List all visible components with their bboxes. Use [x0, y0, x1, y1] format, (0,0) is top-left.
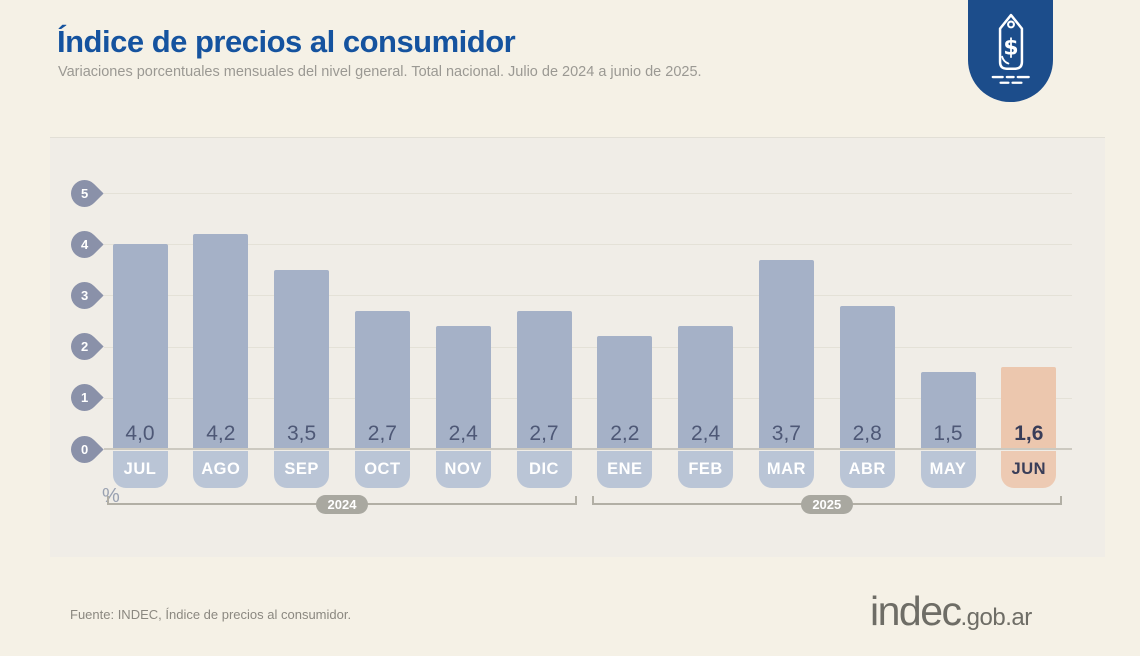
- year-bracket-tick: [1059, 496, 1062, 504]
- month-label: AGO: [201, 460, 241, 478]
- axis-tick-label: 5: [80, 185, 88, 201]
- month-label-may: MAY: [920, 451, 976, 488]
- month-label: ENE: [607, 460, 643, 478]
- logo-main: indec: [870, 588, 962, 634]
- axis-tick-0: 0: [64, 429, 104, 469]
- year-bracket-tick: [575, 496, 577, 504]
- bar-nov: 2,4: [435, 326, 491, 449]
- month-label-sep: SEP: [274, 451, 330, 488]
- price-tag-icon: $: [991, 13, 1030, 84]
- axis-tick-label: 1: [80, 390, 88, 406]
- bar-mar: 3,7: [758, 259, 814, 449]
- month-label-ene: ENE: [597, 451, 653, 488]
- axis-tick-label: 2: [80, 339, 88, 355]
- bar-feb: 2,4: [678, 326, 734, 449]
- year-bracket-tick: [591, 496, 594, 504]
- year-pill-2025: 2025: [800, 494, 853, 514]
- bar-value-label: 2,4: [690, 421, 721, 445]
- axis-tick-label: 4: [80, 236, 88, 252]
- bar-value-label: 2,2: [610, 421, 640, 445]
- bar-value-label: 1,6: [1014, 421, 1044, 445]
- year-pill-2024: 2024: [316, 494, 368, 514]
- month-label: MAR: [766, 460, 806, 478]
- gridline-1: [104, 397, 1072, 399]
- chart-panel: 0 1 2 3 4 5 4,0 JUL 4,2 AGO 3,5 SEP 2,7 OCT 2,4 NOV 2,7 D…: [50, 137, 1105, 557]
- axis-tick-label: 0: [80, 441, 88, 457]
- bar-dic: 2,7: [516, 310, 572, 449]
- bar-value-label: 2,4: [448, 421, 478, 445]
- page-title: Índice de precios al consumidor: [57, 24, 516, 59]
- month-label: FEB: [688, 460, 723, 478]
- month-label: JUN: [1011, 460, 1047, 478]
- month-label-jun: JUN: [1001, 451, 1057, 488]
- year-pill-label: 2025: [812, 496, 842, 512]
- bar-ago: 4,2: [193, 233, 249, 449]
- bar-abr: 2,8: [839, 305, 895, 449]
- bar-oct: 2,7: [354, 310, 410, 449]
- gridline-2: [104, 346, 1072, 348]
- bar-may: 1,5: [920, 372, 976, 449]
- month-label: NOV: [444, 460, 482, 478]
- axis-tick-5: 5: [64, 173, 104, 213]
- month-label: JUL: [123, 460, 157, 478]
- price-tag-badge: $: [968, 0, 1053, 102]
- year-pill-label: 2024: [327, 496, 357, 512]
- gridline-3: [104, 295, 1072, 297]
- month-label-abr: ABR: [839, 451, 895, 488]
- month-label: MAY: [929, 460, 967, 478]
- month-label-nov: NOV: [435, 451, 491, 488]
- gridline-4: [104, 244, 1072, 246]
- month-label: SEP: [284, 460, 319, 478]
- month-label-jul: JUL: [112, 451, 168, 488]
- bar-value-label: 4,0: [125, 421, 155, 445]
- bar-ene: 2,2: [597, 336, 653, 449]
- axis-tick-1: 1: [64, 378, 104, 417]
- month-label: OCT: [364, 460, 401, 478]
- bar-value-label: 2,7: [529, 421, 559, 445]
- axis-tick-3: 3: [64, 276, 104, 315]
- month-label-ago: AGO: [193, 451, 249, 488]
- month-label: ABR: [848, 460, 886, 478]
- percent-unit-label: %: [102, 485, 120, 507]
- month-label-oct: OCT: [354, 451, 410, 488]
- gridline-5: [104, 193, 1072, 194]
- bar-jun: 1,6: [1001, 367, 1057, 449]
- bar-value-label: 4,2: [206, 421, 236, 445]
- bar-value-label: 1,5: [933, 421, 963, 445]
- bar-value-label: 2,7: [367, 421, 397, 445]
- indec-logo: indec .gob.ar: [870, 588, 1032, 635]
- axis-tick-2: 2: [64, 327, 104, 366]
- page-subtitle: Variaciones porcentuales mensuales del n…: [58, 64, 702, 80]
- bar-value-label: 3,5: [286, 421, 317, 445]
- year-bracket-tick: [107, 496, 109, 504]
- month-label-feb: FEB: [678, 451, 734, 488]
- axis-tick-4: 4: [64, 225, 104, 264]
- month-label-mar: MAR: [758, 451, 814, 488]
- bar-jul: 4,0: [112, 244, 168, 449]
- bar-sep: 3,5: [274, 269, 330, 449]
- month-label: DIC: [529, 460, 559, 478]
- zero-axis-line: [104, 448, 1072, 450]
- bar-value-label: 3,7: [771, 421, 801, 445]
- svg-text:$: $: [1003, 36, 1018, 61]
- axis-tick-label: 3: [80, 287, 88, 303]
- bar-value-label: 2,8: [852, 421, 882, 445]
- month-label-dic: DIC: [516, 451, 572, 488]
- logo-suffix: .gob.ar: [960, 604, 1033, 631]
- footer-source: Fuente: INDEC, Índice de precios al cons…: [70, 607, 352, 622]
